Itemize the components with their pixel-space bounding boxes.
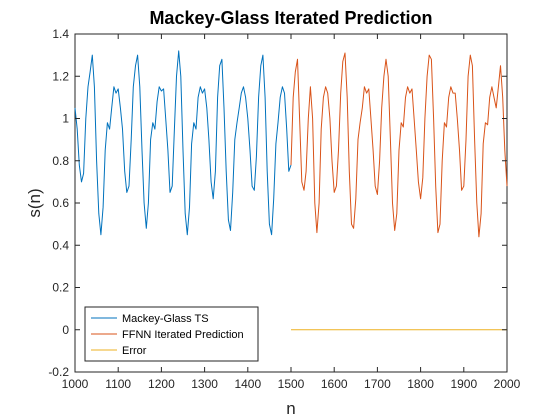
legend-entries: Mackey-Glass TS FFNN Iterated Prediction E… [91,313,244,357]
x-tick-label: 1400 [234,377,261,391]
x-tick-label: 1500 [278,377,305,391]
x-tick-label: 1200 [148,377,175,391]
y-tick-label: 1.2 [52,69,69,83]
x-axis-label: n [286,399,295,418]
series-line-0 [74,50,292,236]
legend: Mackey-Glass TS FFNN Iterated Prediction E… [84,306,259,362]
y-tick-label: 1 [62,112,69,126]
legend-label-0: Mackey-Glass TS [122,313,209,325]
legend-label-1: FFNN Iterated Prediction [122,329,244,341]
series-line-1 [290,52,508,238]
chart-title: Mackey-Glass Iterated Prediction [149,8,432,28]
x-tick-label: 1100 [105,377,131,391]
x-tick-label: 1300 [191,377,218,391]
x-tick-label: 2000 [494,377,521,391]
y-tick-label: 0 [62,323,69,337]
y-tick-label: -0.2 [48,365,69,379]
x-tick-label: 1700 [364,377,391,391]
y-tick-label: 0.2 [52,281,69,295]
y-axis-label: s(n) [25,188,44,217]
x-tick-label: 1800 [407,377,434,391]
x-tick-label: 1000 [62,377,89,391]
y-tick-label: 0.4 [52,238,69,252]
x-tick-label: 1600 [321,377,348,391]
y-tick-label: 1.4 [52,27,69,41]
series-layer [74,50,508,331]
y-tick-label: 0.8 [52,154,69,168]
legend-label-2: Error [122,345,147,357]
x-tick-label: 1900 [450,377,477,391]
tick-layer: 1000 1100 1200 1300 1400 1500 1600 1700 1800 1900… [48,27,520,391]
y-tick-label: 0.6 [52,196,69,210]
